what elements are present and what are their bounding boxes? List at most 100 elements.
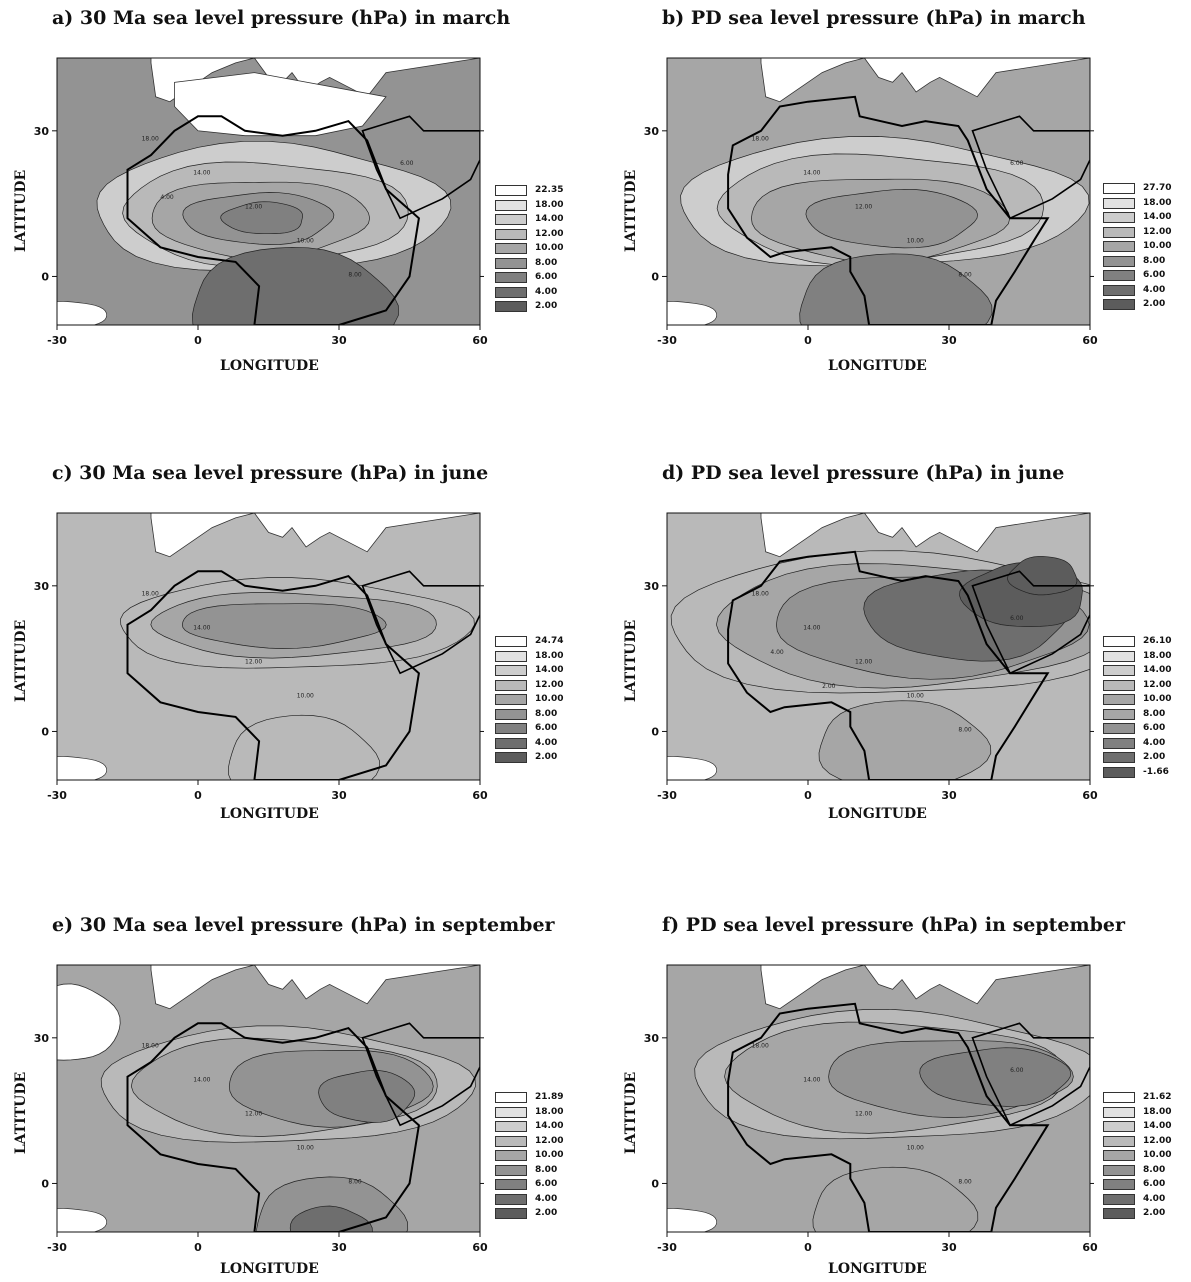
legend-swatch [1103,723,1135,734]
legend-label: 6.00 [535,723,557,733]
legend-label: 12.00 [535,229,563,239]
map-field: 18.0014.0012.0010.008.00 [24,960,480,1266]
contour-label: 18.00 [142,1043,159,1050]
y-tick-label: 30 [644,580,660,593]
y-tick-label: 30 [34,580,50,593]
panel-e: e) 30 Ma sea level pressure (hPa) in sep… [10,912,550,1282]
legend-swatch [1103,212,1135,223]
legend-swatch [1103,680,1135,691]
x-tick-label: 30 [331,789,347,802]
legend-label: 18.00 [535,1107,563,1117]
legend-swatch [495,214,527,225]
y-axis-label: LATITUDE [623,1072,639,1154]
legend-label: 10.00 [1143,694,1171,704]
contour-label: 14.00 [803,625,820,632]
legend-swatch [1103,1165,1135,1176]
y-tick-label: 0 [41,1177,49,1190]
legend-swatch [1103,270,1135,281]
y-tick-label: 30 [644,125,660,138]
contour-label: 18.00 [142,591,159,598]
legend-label: 24.74 [535,636,563,646]
legend-swatch [1103,227,1135,238]
legend-swatch [1103,1208,1135,1219]
contour-label: 8.00 [958,1178,972,1185]
legend-label: 6.00 [1143,1179,1165,1189]
panel-d: d) PD sea level pressure (hPa) in june 1… [620,460,1180,835]
map-f: 18.0014.0012.0010.008.006.00-30 0 30 60030 [620,912,1160,1282]
legend-swatch [1103,1121,1135,1132]
legend-swatch [1103,767,1135,778]
contour-label: 8.00 [348,1178,362,1185]
legend-swatch [495,1121,527,1132]
legend-label: 10.00 [535,694,563,704]
panel-c: c) 30 Ma sea level pressure (hPa) in jun… [10,460,550,835]
y-axis-label: LATITUDE [623,170,639,252]
y-tick-label: 0 [651,1177,659,1190]
y-axis-label: LATITUDE [13,620,29,702]
legend-swatch [1103,241,1135,252]
legend-swatch [495,258,527,269]
x-axis-label: LONGITUDE [220,806,319,822]
contour-label: 4.00 [770,649,784,656]
contour-label: 6.00 [400,160,414,167]
contour-label: 14.00 [193,170,210,177]
legend-swatch [1103,651,1135,662]
contour-label: 12.00 [245,1110,262,1117]
contour-label: 12.00 [855,658,872,665]
legend-swatch [1103,285,1135,296]
legend-label: 12.00 [1143,1136,1171,1146]
legend-label: 10.00 [1143,1150,1171,1160]
x-tick-label: 60 [472,334,488,347]
legend-swatch [495,1107,527,1118]
legend-swatch [495,752,527,763]
map-field: 18.0014.0012.0010.008.006.004.002.00 [637,508,1148,790]
legend-label: -1.66 [1143,767,1169,777]
map-field: 18.0014.0012.0010.008.006.00 [637,53,1090,356]
x-tick-label: 0 [194,1241,202,1254]
panel-a: a) 30 Ma sea level pressure (hPa) in mar… [10,5,550,380]
legend-label: 18.00 [535,200,563,210]
legend-swatch [495,1092,527,1103]
x-tick-label: 30 [331,334,347,347]
map-field: 18.0014.0012.0010.008.006.00 [637,960,1103,1257]
legend-label: 4.00 [535,1194,557,1204]
x-tick-label: 30 [941,334,957,347]
legend-label: 14.00 [1143,1121,1171,1131]
legend-swatch [1103,636,1135,647]
contour-label: 4.00 [160,194,174,201]
legend-label: 2.00 [535,752,557,762]
legend-label: 2.00 [1143,752,1165,762]
legend-label: 4.00 [1143,285,1165,295]
legend-label: 6.00 [1143,270,1165,280]
legend-label: 10.00 [535,243,563,253]
legend-swatch [495,287,527,298]
legend-label: 12.00 [1143,227,1171,237]
contour-label: 8.00 [348,271,362,278]
legend-swatch [495,636,527,647]
legend-swatch [1103,198,1135,209]
map-a: 18.00 14.00 12.00 10.00 8.00 6.00 4.00 -30 0 30 60… [10,5,550,380]
y-tick-label: 30 [34,1032,50,1045]
x-axis-label: LONGITUDE [828,1261,927,1277]
y-tick-label: 0 [651,725,659,738]
x-axis-label: LONGITUDE [220,358,319,374]
contour-label: 10.00 [907,1144,924,1151]
map-d: 18.0014.0012.0010.008.006.004.002.00-30 0… [620,460,1160,835]
legend-swatch [1103,1136,1135,1147]
legend-label: 8.00 [1143,256,1165,266]
legend-label: 14.00 [1143,212,1171,222]
legend-label: 12.00 [535,1136,563,1146]
legend-label: 8.00 [535,1165,557,1175]
y-tick-label: 0 [41,270,49,283]
x-tick-label: -30 [657,334,677,347]
y-tick-label: 30 [644,1032,660,1045]
contour-label: 8.00 [958,726,972,733]
legend-swatch [1103,256,1135,267]
legend-label: 6.00 [535,1179,557,1189]
legend-swatch [495,651,527,662]
legend-label: 8.00 [1143,1165,1165,1175]
panel-f: f) PD sea level pressure (hPa) in septem… [620,912,1180,1282]
contour-label: 2.00 [822,683,836,690]
legend-label: 10.00 [1143,241,1171,251]
contour-label: 12.00 [245,658,262,665]
